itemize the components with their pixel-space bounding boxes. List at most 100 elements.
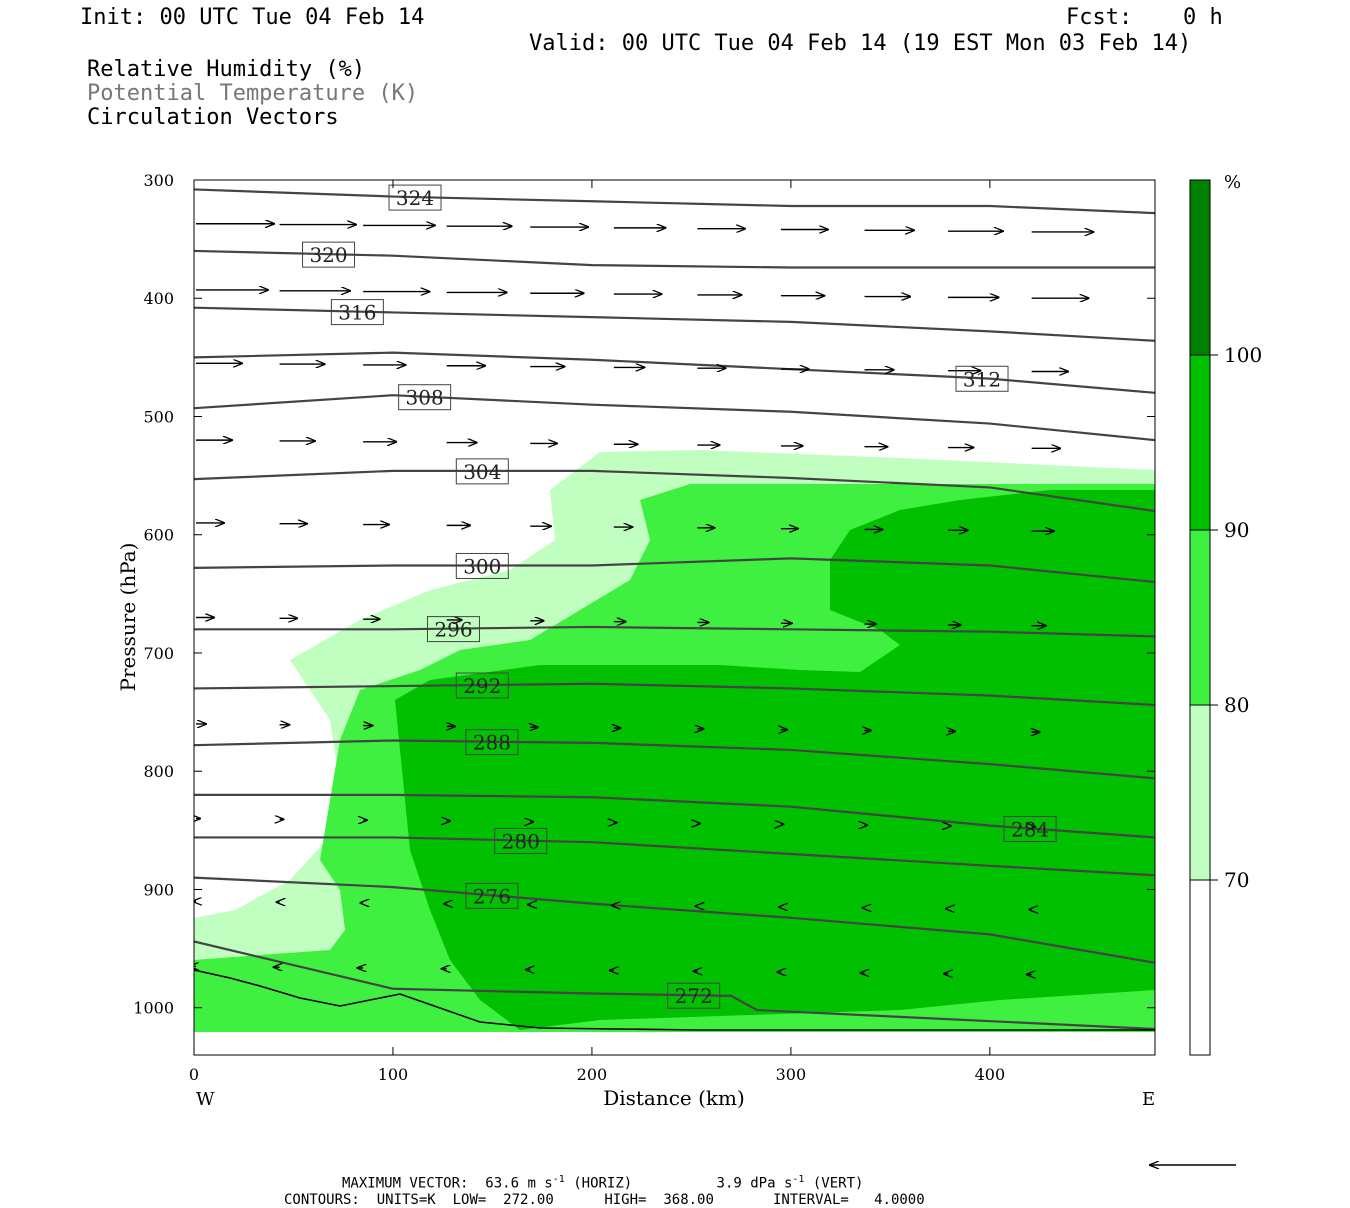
theta-contour-324: [194, 188, 1155, 215]
y-tick-label: 400: [143, 289, 174, 308]
colorbar: % 100 90 80 70: [1189, 172, 1262, 1056]
contour-label-280: 280: [502, 829, 540, 853]
plot-frame: [193, 179, 1156, 1056]
theta-contour-316: [194, 306, 1155, 342]
contour-label-272: 272: [675, 984, 713, 1008]
max-horiz-value: 63.6 m s: [485, 1175, 553, 1192]
theta-contour-276: [194, 876, 1155, 964]
colorbar-tick-100: 100: [1224, 343, 1262, 367]
contour-label-296: 296: [434, 618, 472, 642]
contour-label-box: [426, 616, 480, 643]
x-tick-label: 300: [776, 1065, 807, 1084]
contour-label-312: 312: [963, 367, 1001, 391]
theta-contour-272: [194, 940, 1155, 1031]
x-axis-east-label: E: [1142, 1089, 1155, 1110]
max-vector-label: MAXIMUM VECTOR:: [342, 1175, 469, 1192]
forecast-label: Fcst:: [1066, 5, 1133, 30]
forecast-hour: 0 h: [1183, 5, 1223, 30]
contour-label-box: [302, 241, 356, 268]
contour-label-box: [465, 729, 519, 756]
contour-label-box: [455, 458, 509, 485]
contours-label: CONTOURS:: [284, 1192, 360, 1208]
contour-label-320: 320: [309, 243, 347, 267]
x-tick-label: 200: [577, 1065, 608, 1084]
x-tick-label: 0: [189, 1065, 199, 1084]
contour-units: UNITS=K: [376, 1192, 436, 1208]
contour-label-box: [388, 184, 442, 211]
max-vert-exp: -1: [792, 1174, 805, 1185]
contour-label-292: 292: [463, 674, 501, 698]
terrain-line: [193, 969, 1155, 1031]
contour-label-box: [455, 672, 509, 699]
x-tick-label: 100: [378, 1065, 409, 1084]
legend-rh: Relative Humidity (%): [87, 57, 366, 82]
contour-label-box: [398, 384, 452, 411]
contour-label-box: [465, 882, 519, 909]
axes-layer: 0 100 200 300 400 300 400 500 600 700 800 900 1000: [133, 171, 1155, 1084]
theta-contour-layer: [194, 188, 1155, 1031]
theta-contour-284: [194, 793, 1155, 839]
theta-contour-320: [194, 249, 1155, 269]
rh-90-100-region: [395, 490, 1155, 1030]
y-tick-label: 600: [143, 526, 174, 545]
colorbar-band-100: [1190, 180, 1210, 355]
legend-vectors: Circulation Vectors: [87, 105, 339, 130]
max-vert-value: 3.9 dPa s: [716, 1175, 793, 1192]
y-tick-label: 800: [143, 762, 174, 781]
y-tick-label: 900: [143, 880, 174, 899]
contour-label-300: 300: [463, 554, 501, 578]
max-horiz-exp: -1: [552, 1174, 565, 1185]
theta-contour-280: [194, 836, 1155, 877]
contour-label-box: [455, 552, 509, 579]
y-tick-label: 1000: [133, 999, 174, 1018]
theta-contour-304: [194, 469, 1155, 513]
circulation-vector-layer: [194, 224, 1093, 975]
max-vector-line: MAXIMUM VECTOR: 63.6 m s-1 (HORIZ) 3.9 d…: [342, 1158, 863, 1192]
colorbar-unit: %: [1224, 172, 1241, 193]
contour-label-box: [330, 299, 384, 326]
contour-interval-label: INTERVAL=: [772, 1192, 849, 1208]
contour-label-288: 288: [473, 731, 511, 755]
contour-label-276: 276: [473, 884, 511, 908]
contour-label-box: [667, 982, 721, 1009]
y-tick-label: 300: [143, 171, 174, 190]
theta-contour-292: [194, 682, 1155, 707]
contour-label-284: 284: [1011, 817, 1049, 841]
contour-label-316: 316: [338, 301, 376, 325]
colorbar-band-80: [1190, 530, 1210, 705]
y-tick-label: 500: [143, 407, 174, 426]
contour-label-304: 304: [463, 460, 501, 484]
contour-high-label: HIGH=: [604, 1192, 647, 1208]
colorbar-tick-80: 80: [1224, 693, 1249, 717]
contour-label-layer: 324 320 316 312 308 304 300 296 292 288 284 280 276 2…: [302, 184, 1057, 1009]
x-axis-west-label: W: [196, 1089, 215, 1110]
below-ground-mask: [194, 1032, 1155, 1055]
contour-low-value: 272.00: [503, 1192, 554, 1208]
y-axis-label: Pressure (hPa): [116, 543, 140, 692]
init-time: Init: 00 UTC Tue 04 Feb 14: [80, 5, 425, 30]
theta-contour-288: [194, 739, 1155, 780]
theta-contour-308: [194, 394, 1155, 442]
contour-label-308: 308: [406, 386, 444, 410]
valid-time: Valid: 00 UTC Tue 04 Feb 14 (19 EST Mon …: [529, 31, 1192, 56]
max-vert-unit: (VERT): [812, 1175, 864, 1192]
contour-label-box: [494, 827, 548, 854]
contour-label-box: [1003, 815, 1057, 842]
y-tick-label: 700: [143, 644, 174, 663]
x-axis-label: Distance (km): [603, 1086, 745, 1110]
x-tick-label: 400: [975, 1065, 1006, 1084]
contour-label-324: 324: [396, 186, 434, 210]
colorbar-band-90: [1190, 355, 1210, 530]
contour-interval-value: 4.0000: [874, 1192, 925, 1208]
colorbar-frame: [1189, 179, 1211, 1056]
theta-contour-312: [194, 351, 1155, 394]
contour-label-box: [955, 365, 1009, 392]
contour-info-line: CONTOURS: UNITS=K LOW= 272.00 HIGH= 368.…: [284, 1176, 925, 1208]
contour-high-value: 368.00: [663, 1192, 714, 1208]
colorbar-band-below-70: [1190, 880, 1210, 1055]
rh-fill-layer: [194, 450, 1155, 1055]
max-horiz-unit: (HORIZ): [573, 1175, 633, 1192]
theta-contour-296: [194, 625, 1155, 638]
colorbar-tick-90: 90: [1224, 518, 1249, 542]
